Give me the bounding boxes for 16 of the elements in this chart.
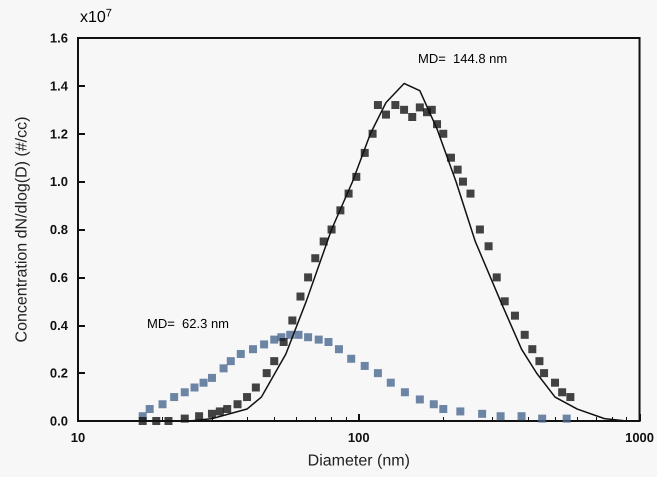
x-tick-label: 10 <box>70 430 86 445</box>
y-tick-label: 0.8 <box>50 222 68 237</box>
y-axis-title: Concentration dN/dlog(D) (#/cc) <box>14 116 30 342</box>
y-tick-label: 1.2 <box>50 126 68 142</box>
y-tick-label: 0.6 <box>50 270 68 285</box>
annotation: MD= 62.3 nm <box>147 316 230 331</box>
y-tick-label: 0.4 <box>50 318 69 333</box>
y-tick-label: 1.4 <box>50 78 69 94</box>
y-tick-label: 1.6 <box>50 30 68 46</box>
x-axis-title: Diameter (nm) <box>308 452 410 470</box>
y-tick-label: 0.0 <box>50 414 68 428</box>
y-tick-label: 0.2 <box>50 366 68 381</box>
x-tick-label: 1000 <box>625 430 654 445</box>
x-tick-label: 100 <box>348 430 370 445</box>
annotation: MD= 144.8 nm <box>418 51 508 66</box>
y-tick-label: 1.0 <box>50 174 68 190</box>
